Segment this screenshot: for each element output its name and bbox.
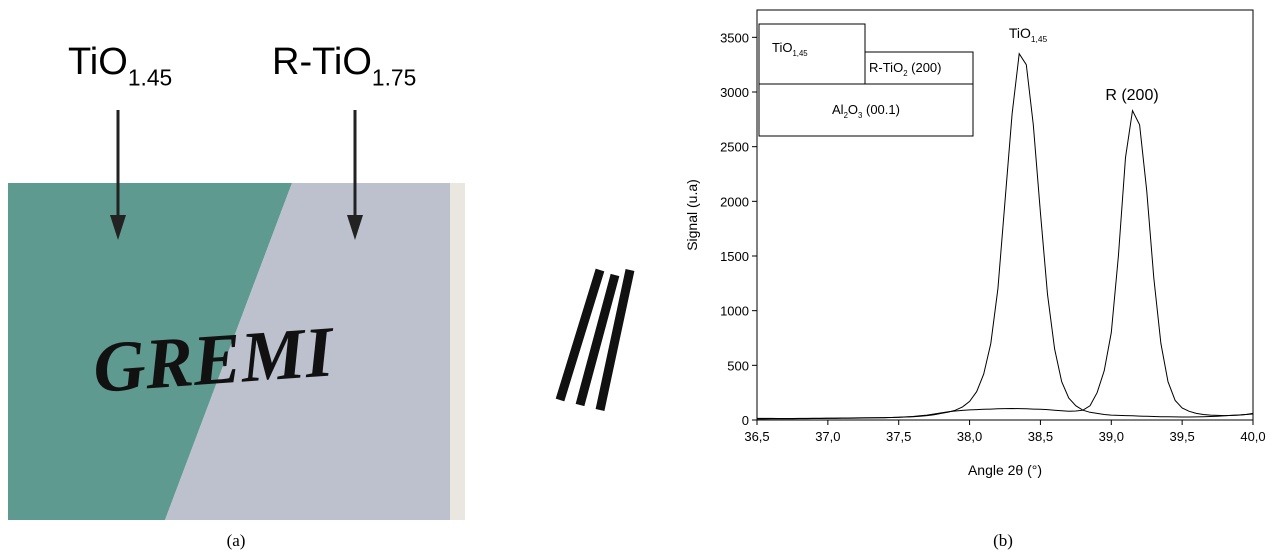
x-axis-label: Angle 2θ (°) xyxy=(968,462,1042,478)
photo-label: R-TiO1.75 xyxy=(272,41,416,90)
inset-layer xyxy=(758,23,866,85)
photo: GREMI xyxy=(8,110,635,520)
subscript: 3 xyxy=(858,111,862,120)
y-tick-label: 2500 xyxy=(720,140,749,155)
arrow-head xyxy=(347,215,363,240)
y-tick-label: 2000 xyxy=(720,194,749,209)
series-line xyxy=(757,108,1254,419)
peak-annotation: TiO1,45 xyxy=(1009,25,1048,44)
x-tick-label: 36,5 xyxy=(744,429,769,444)
inset-layer xyxy=(758,83,974,137)
photo-region-teal xyxy=(8,183,292,520)
y-axis-label: Signal (u.a) xyxy=(684,179,700,251)
y-tick-label: 3500 xyxy=(720,30,749,45)
text-part: (00.1) xyxy=(862,102,900,117)
caption: (b) xyxy=(993,531,1013,550)
text-part: R-TiO xyxy=(272,41,372,83)
y-tick-label: 3000 xyxy=(720,85,749,100)
text-part: TiO xyxy=(1009,25,1031,41)
plot-frame xyxy=(756,9,1254,421)
x-tick-label: 39,5 xyxy=(1169,429,1194,444)
x-tick-label: 37,5 xyxy=(886,429,911,444)
arrow-head xyxy=(110,215,126,240)
y-tick-label: 1500 xyxy=(720,249,749,264)
text-part: TiO xyxy=(772,40,792,55)
photo-region-grey xyxy=(165,183,450,520)
text-part: R (200) xyxy=(1105,87,1158,104)
text-part: TiO xyxy=(68,41,128,83)
photo-label: TiO1.45 xyxy=(68,41,172,90)
handwriting: GREMI xyxy=(91,311,339,408)
y-tick-label: 0 xyxy=(742,413,749,428)
subscript: 1,45 xyxy=(792,49,808,58)
subscript: 1.45 xyxy=(128,64,172,90)
handwriting-strokes xyxy=(555,268,635,411)
text-part: R-TiO xyxy=(869,60,903,75)
subscript: 1,45 xyxy=(1031,34,1048,44)
x-tick-label: 37,0 xyxy=(815,429,840,444)
subscript: 2 xyxy=(903,69,907,78)
caption: (a) xyxy=(227,531,246,550)
photo-region-white xyxy=(450,183,465,520)
x-tick-label: 38,0 xyxy=(957,429,982,444)
text-part: O xyxy=(848,102,858,117)
x-tick-label: 40,0 xyxy=(1240,429,1265,444)
subscript: 1.75 xyxy=(372,64,416,90)
subscript: 2 xyxy=(844,111,848,120)
inset-label: Al2O3 (00.1) xyxy=(832,102,900,120)
y-tick-label: 1000 xyxy=(720,304,749,319)
y-tick-label: 500 xyxy=(727,358,749,373)
x-tick-label: 38,5 xyxy=(1028,429,1053,444)
x-tick-label: 39,0 xyxy=(1099,429,1124,444)
text-part: Al xyxy=(832,102,844,117)
inset-label: R-TiO2 (200) xyxy=(869,60,942,78)
text-part: (200) xyxy=(908,60,942,75)
peak-annotation: R (200) xyxy=(1105,87,1158,104)
inset-label: TiO1,45 xyxy=(772,40,808,58)
